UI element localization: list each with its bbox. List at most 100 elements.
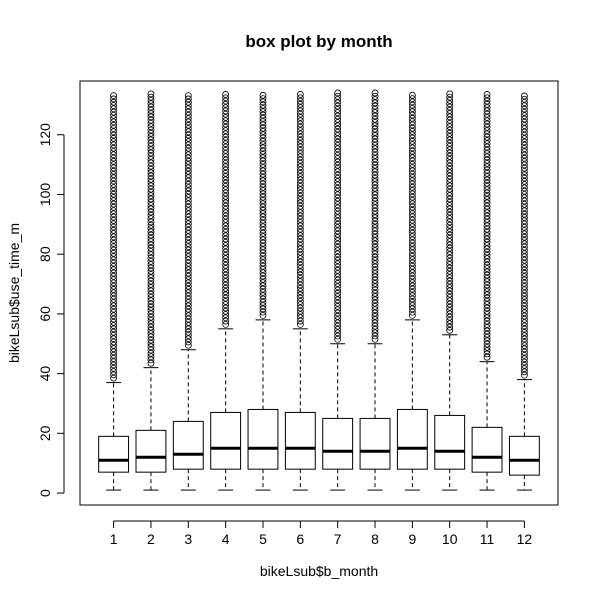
outlier-point	[110, 92, 118, 100]
outlier-point	[147, 277, 155, 285]
outlier-point	[408, 282, 416, 290]
outlier-point	[259, 151, 267, 158]
outlier-point	[147, 294, 155, 301]
outlier-point	[222, 94, 230, 102]
outlier-point	[446, 113, 454, 121]
outlier-point	[222, 133, 230, 141]
outlier-point	[446, 303, 454, 311]
outlier-point	[259, 91, 267, 99]
outlier-point	[334, 250, 342, 258]
outlier-point	[446, 317, 454, 324]
outlier-point	[296, 251, 304, 259]
outlier-point	[222, 183, 230, 190]
outlier-point	[334, 181, 342, 189]
outlier-point	[147, 317, 155, 324]
outlier-point	[147, 254, 155, 262]
outlier-point	[296, 114, 304, 121]
outlier-point	[184, 194, 192, 201]
outlier-point	[147, 330, 155, 338]
outlier-point	[520, 319, 528, 326]
outlier-point	[520, 361, 528, 369]
outlier-point	[334, 155, 342, 163]
outlier-point	[446, 205, 454, 213]
outlier-point	[371, 224, 379, 232]
outlier-point	[259, 259, 267, 267]
outlier-point	[446, 254, 454, 262]
outlier-point	[184, 134, 192, 142]
outlier-point	[483, 294, 491, 302]
outlier-point	[222, 238, 230, 246]
outlier-point	[520, 269, 528, 277]
outlier-point	[259, 134, 267, 142]
outlier-point	[147, 221, 155, 229]
outlier-point	[334, 326, 342, 333]
outlier-point	[371, 326, 379, 333]
outlier-point	[147, 113, 155, 121]
outlier-point	[520, 207, 528, 215]
outlier-point	[184, 167, 192, 175]
x-tick-label: 3	[184, 531, 192, 547]
outlier-point	[520, 309, 528, 317]
outlier-point	[408, 289, 416, 296]
outlier-point	[371, 296, 379, 304]
outlier-point	[334, 319, 342, 327]
outlier-point	[334, 197, 342, 205]
outlier-point	[334, 335, 342, 343]
outlier-point	[446, 221, 454, 229]
outlier-point	[184, 108, 192, 116]
outlier-point	[147, 100, 155, 108]
outlier-point	[147, 274, 155, 282]
outlier-point	[520, 368, 528, 376]
outlier-point	[408, 108, 416, 116]
outlier-point	[184, 98, 192, 106]
outlier-point	[446, 195, 454, 203]
outlier-point	[334, 312, 342, 320]
outlier-point	[446, 313, 454, 321]
outlier-point	[222, 225, 230, 233]
outlier-point	[334, 332, 342, 340]
outlier-point	[520, 131, 528, 139]
outlier-point	[408, 243, 416, 250]
outlier-point	[110, 292, 118, 300]
outlier-point	[147, 264, 155, 272]
outlier-point	[408, 252, 416, 260]
outlier-point	[184, 138, 192, 146]
outlier-point	[259, 243, 267, 250]
outlier-point	[371, 220, 379, 228]
outlier-point	[184, 233, 192, 241]
outlier-point	[184, 338, 192, 346]
outlier-point	[147, 244, 155, 252]
outlier-point	[371, 128, 379, 136]
outlier-point	[259, 305, 267, 313]
x-tick-label: 9	[408, 531, 416, 547]
outlier-point	[371, 230, 379, 238]
outlier-point	[371, 148, 379, 156]
outlier-point	[147, 340, 155, 347]
outlier-point	[371, 188, 379, 195]
outlier-point	[222, 209, 230, 217]
outlier-point	[371, 194, 379, 202]
outlier-point	[110, 111, 118, 119]
outlier-point	[222, 288, 230, 295]
outlier-point	[110, 118, 118, 126]
outlier-point	[483, 245, 491, 253]
outlier-point	[222, 284, 230, 292]
outlier-point	[334, 230, 342, 238]
outlier-point	[371, 312, 379, 320]
iqr-box	[508, 435, 540, 476]
outlier-point	[222, 202, 230, 210]
outlier-point	[259, 193, 267, 201]
outlier-point	[334, 145, 342, 153]
outlier-point	[408, 160, 416, 168]
outlier-point	[259, 180, 267, 188]
outlier-point	[371, 171, 379, 179]
outlier-point	[110, 115, 118, 123]
outlier-point	[483, 271, 491, 279]
boxes	[98, 89, 540, 491]
outlier-point	[371, 119, 379, 126]
outlier-point	[296, 202, 304, 210]
outlier-point	[371, 257, 379, 264]
outlier-point	[259, 160, 267, 168]
outlier-point	[184, 249, 192, 257]
outlier-point	[334, 105, 342, 113]
